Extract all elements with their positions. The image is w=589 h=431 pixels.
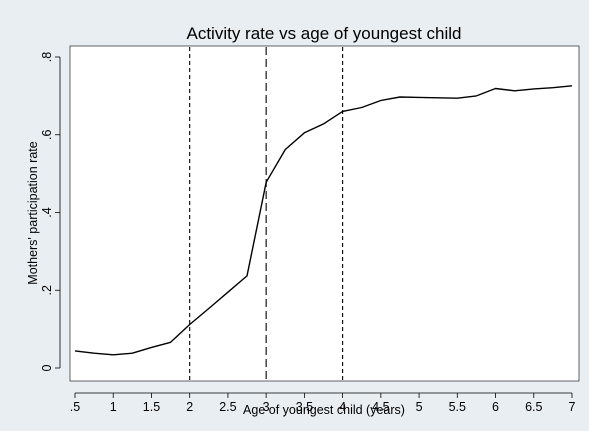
x-tick-label: 6.5 <box>525 400 542 414</box>
x-tick-label: 1.5 <box>143 400 160 414</box>
x-tick-label: 3 <box>263 400 270 414</box>
x-tick-label: 5.5 <box>449 400 466 414</box>
chart-title: Activity rate vs age of youngest child <box>187 24 462 43</box>
x-tick-label: .5 <box>70 400 80 414</box>
y-tick-label: .8 <box>40 52 54 62</box>
y-tick-label: .6 <box>40 129 54 139</box>
plot-area <box>69 45 580 382</box>
y-axis-label: Mothers' participation rate <box>26 141 40 284</box>
x-tick-label: 5 <box>416 400 423 414</box>
series-layer <box>74 85 573 356</box>
x-tick-label: 2.5 <box>219 400 236 414</box>
y-tick-label: .2 <box>40 285 54 295</box>
x-axis-label: Age of youngest child (years) <box>243 403 405 417</box>
x-tick-label: 4.5 <box>372 400 389 414</box>
x-axis-ticks: .5 1 1.5 2 2.5 3 3.5 4 4.5 5 5.5 6 6.5 7 <box>70 393 576 414</box>
x-tick-label: 7 <box>569 400 576 414</box>
y-tick-label: .4 <box>40 207 54 217</box>
reference-lines <box>189 47 344 380</box>
x-tick-label: 1 <box>110 400 117 414</box>
x-tick-label: 2 <box>186 400 193 414</box>
y-tick-label: 0 <box>40 364 54 371</box>
x-tick-label: 6 <box>492 400 499 414</box>
series-line <box>74 85 573 356</box>
y-axis-ticks: 0 .2 .4 .6 .8 <box>40 52 60 371</box>
x-tick-label: 4 <box>339 400 346 414</box>
x-tick-label: 3.5 <box>296 400 313 414</box>
